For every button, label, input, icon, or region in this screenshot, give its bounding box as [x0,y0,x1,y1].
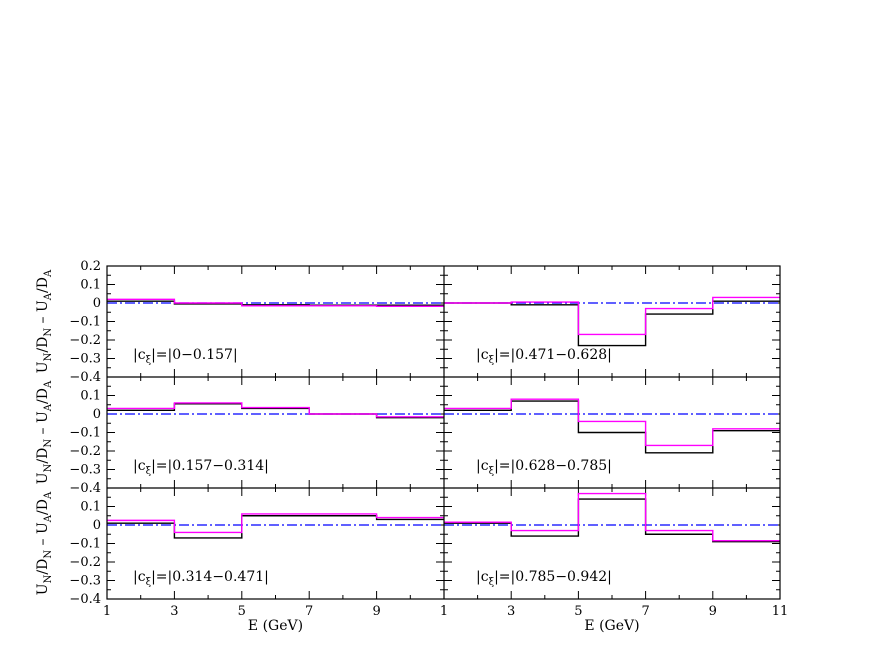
x-tick-label: 7 [305,604,313,619]
y-tick-label: −0.4 [69,592,101,607]
y-tick-label: −0.3 [69,352,101,367]
y-tick-label: 0.2 [80,259,101,274]
series-black-step [444,300,780,347]
y-tick-label: −0.1 [69,426,101,441]
panel-label-middle-right: |cξ|=|0.628−0.785| [476,458,612,477]
x-tick-label: 11 [772,604,789,619]
series-magenta-step [444,398,780,447]
x-axis-title-right: E (GeV) [584,618,639,634]
x-tick-label: 3 [507,604,515,619]
frame [106,265,781,600]
series-magenta-step [444,296,780,336]
y-tick-label: 0.1 [80,500,101,515]
series-magenta-step [444,492,780,542]
x-tick-label: 5 [238,604,246,619]
y-tick-label: 0 [93,296,101,311]
panel-label-top-right: |cξ|=|0.471−0.628| [476,347,612,366]
y-tick-label: 0.1 [80,389,101,404]
x-tick-label: 3 [170,604,178,619]
y-tick-label: −0.4 [69,481,101,496]
x-tick-label: 1 [103,604,111,619]
y-axis-title: UN/DN – UA/DA [35,380,54,484]
panel-label-top-left: |cξ|=|0−0.157| [133,347,238,366]
y-tick-label: −0.1 [69,315,101,330]
series-magenta-step [107,402,444,418]
y-tick-label: −0.2 [69,555,101,570]
series-black-step [444,498,780,543]
x-tick-label: 9 [709,604,717,619]
x-tick-label: 5 [574,604,582,619]
y-tick-label: −0.4 [69,370,101,385]
labels: |cξ|=|0−0.157| |cξ|=|0.471−0.628| |cξ|=|0.… [35,259,788,634]
series-magenta-step [107,298,444,308]
x-axis-title-left: E (GeV) [248,618,303,634]
panel-label-bottom-left: |cξ|=|0.314−0.471| [133,569,269,588]
y-tick-label: 0 [93,518,101,533]
y-tick-label: −0.2 [69,444,101,459]
y-axis-title: UN/DN – UA/DA [35,491,54,595]
panel-label-middle-left: |cξ|=|0.157−0.314| [133,458,269,477]
x-tick-label: 7 [641,604,649,619]
panel-label-bottom-right: |cξ|=|0.785−0.942| [476,569,612,588]
panel-top-right [443,265,781,378]
series-magenta-step [107,513,444,534]
y-tick-label: −0.3 [69,574,101,589]
x-tick-label: 1 [440,604,448,619]
y-tick-label: 0 [93,407,101,422]
y-tick-label: −0.2 [69,333,101,348]
series-black-step [107,515,444,539]
y-tick-label: −0.3 [69,463,101,478]
y-axis-title: UN/DN – UA/DA [35,269,54,373]
y-tick-label: −0.1 [69,537,101,552]
x-tick-label: 9 [372,604,380,619]
series-black-step [107,403,444,419]
y-tick-label: 0.1 [80,278,101,293]
panel-top-left [106,265,445,378]
